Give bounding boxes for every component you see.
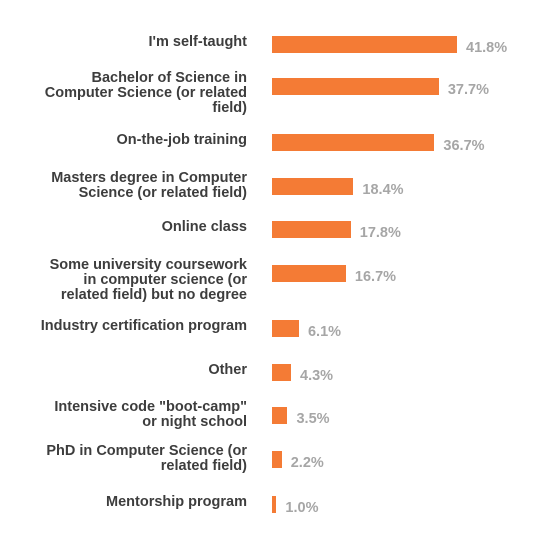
value-label: 6.1%	[307, 324, 342, 340]
category-label: Other	[208, 362, 247, 378]
category-label: Bachelor of Science in Computer Science …	[44, 70, 247, 116]
value-label: 4.3%	[300, 368, 334, 384]
category-label: Online class	[161, 219, 247, 235]
value-label: 16.7%	[354, 269, 397, 285]
value-label: 2.2%	[290, 455, 324, 471]
category-label: On-the-job training	[116, 132, 247, 148]
bar	[272, 407, 288, 424]
value-label: 3.5%	[296, 411, 330, 427]
bar	[272, 451, 282, 468]
value-label: 36.7%	[443, 138, 485, 154]
bar	[272, 36, 457, 53]
bar	[272, 78, 439, 95]
value-label: 37.7%	[447, 82, 489, 98]
category-label: I'm self-taught	[148, 34, 247, 50]
value-label: 41.8%	[466, 40, 508, 56]
bar	[272, 265, 346, 282]
category-label: Intensive code "boot-camp" or night scho…	[54, 399, 247, 430]
bar	[272, 221, 351, 238]
bar	[272, 496, 277, 513]
bar	[272, 134, 435, 151]
category-label: Some university coursework in computer s…	[49, 257, 247, 303]
bar	[272, 364, 292, 381]
value-label: 18.4%	[362, 182, 404, 198]
bar	[272, 178, 354, 195]
category-label: Industry certification program	[40, 318, 247, 334]
value-label: 1.0%	[285, 500, 319, 516]
category-label: Mentorship program	[106, 494, 247, 510]
bar	[272, 320, 299, 337]
category-label: Masters degree in Computer Science (or r…	[51, 170, 247, 201]
value-label: 17.8%	[359, 225, 401, 241]
category-label: PhD in Computer Science (or related fiel…	[46, 443, 247, 474]
